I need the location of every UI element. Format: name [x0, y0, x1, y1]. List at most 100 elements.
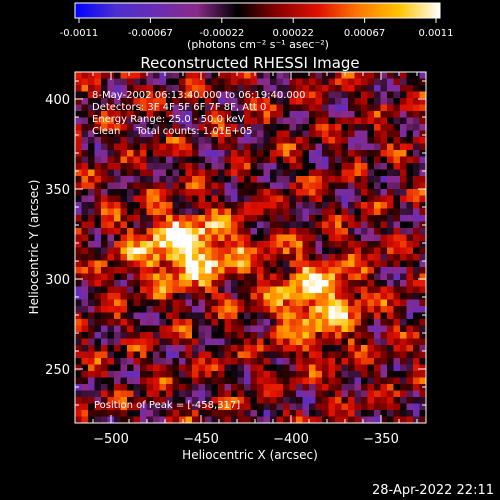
heatmap-cell: [406, 364, 414, 372]
heatmap-cell: [367, 351, 375, 359]
heatmap-cell: [179, 104, 187, 112]
heatmap-cell: [374, 397, 382, 405]
heatmap-cell: [380, 299, 388, 307]
heatmap-cell: [107, 306, 115, 314]
heatmap-cell: [302, 293, 310, 301]
heatmap-cell: [224, 364, 232, 372]
heatmap-cell: [276, 306, 284, 314]
heatmap-cell: [166, 332, 174, 340]
heatmap-cell: [348, 254, 356, 262]
heatmap-cell: [387, 260, 395, 268]
heatmap-cell: [205, 371, 213, 379]
heatmap-cell: [192, 273, 200, 281]
heatmap-cell: [166, 351, 174, 359]
heatmap-cell: [94, 332, 102, 340]
heatmap-cell: [192, 143, 200, 151]
heatmap-cell: [172, 143, 180, 151]
heatmap-cell: [419, 254, 426, 262]
heatmap-cell: [120, 182, 128, 190]
heatmap-cell: [75, 85, 83, 93]
heatmap-cell: [133, 260, 141, 268]
heatmap-cell: [270, 156, 278, 164]
heatmap-cell: [237, 195, 245, 203]
heatmap-cell: [341, 280, 349, 288]
heatmap-cell: [361, 117, 369, 125]
heatmap-cell: [270, 364, 278, 372]
heatmap-cell: [244, 377, 252, 385]
heatmap-cell: [296, 208, 304, 216]
heatmap-cell: [406, 143, 414, 151]
heatmap-cell: [315, 208, 323, 216]
heatmap-cell: [205, 306, 213, 314]
heatmap-cell: [218, 72, 226, 80]
heatmap-cell: [380, 286, 388, 294]
heatmap-cell: [309, 156, 317, 164]
heatmap-cell: [94, 143, 102, 151]
heatmap-cell: [257, 416, 265, 423]
heatmap-cell: [315, 371, 323, 379]
heatmap-cell: [289, 78, 297, 86]
heatmap-cell: [88, 254, 96, 262]
heatmap-cell: [348, 397, 356, 405]
heatmap-cell: [276, 130, 284, 138]
heatmap-cell: [400, 241, 408, 249]
heatmap-cell: [179, 163, 187, 171]
heatmap-cell: [296, 299, 304, 307]
heatmap-cell: [166, 98, 174, 106]
heatmap-cell: [107, 124, 115, 132]
heatmap-cell: [146, 384, 154, 392]
heatmap-cell: [88, 286, 96, 294]
heatmap-cell: [335, 202, 343, 210]
heatmap-cell: [94, 124, 102, 132]
heatmap-cell: [205, 397, 213, 405]
heatmap-cell: [218, 169, 226, 177]
heatmap-cell: [348, 202, 356, 210]
heatmap-cell: [380, 208, 388, 216]
heatmap-cell: [244, 254, 252, 262]
heatmap-cell: [133, 410, 141, 418]
heatmap-cell: [322, 377, 330, 385]
colorbar-tick-label: -0.00067: [128, 28, 173, 39]
heatmap-cell: [81, 280, 89, 288]
heatmap-cell: [218, 124, 226, 132]
heatmap-cell: [205, 117, 213, 125]
heatmap-cell: [192, 189, 200, 197]
heatmap-cell: [406, 312, 414, 320]
heatmap-cell: [283, 299, 291, 307]
heatmap-cell: [153, 312, 161, 320]
heatmap-cell: [198, 377, 206, 385]
heatmap-cell: [419, 189, 426, 197]
heatmap-cell: [348, 241, 356, 249]
heatmap-cell: [224, 345, 232, 353]
heatmap-cell: [263, 319, 271, 327]
heatmap-cell: [114, 293, 122, 301]
heatmap-cell: [419, 124, 426, 132]
heatmap-cell: [322, 332, 330, 340]
heatmap-cell: [127, 325, 135, 333]
heatmap-cell: [309, 182, 317, 190]
heatmap-cell: [146, 221, 154, 229]
heatmap-cell: [276, 416, 284, 423]
heatmap-cell: [120, 234, 128, 242]
heatmap-cell: [270, 208, 278, 216]
heatmap-cell: [237, 364, 245, 372]
heatmap-cell: [302, 189, 310, 197]
heatmap-cell: [224, 371, 232, 379]
heatmap-cell: [94, 325, 102, 333]
heatmap-cell: [94, 403, 102, 411]
heatmap-cell: [166, 72, 174, 80]
heatmap-cell: [237, 85, 245, 93]
heatmap-cell: [127, 403, 135, 411]
heatmap-cell: [348, 332, 356, 340]
heatmap-cell: [322, 176, 330, 184]
heatmap-cell: [172, 390, 180, 398]
heatmap-cell: [367, 371, 375, 379]
heatmap-cell: [211, 364, 219, 372]
heatmap-cell: [387, 143, 395, 151]
heatmap-cell: [289, 234, 297, 242]
heatmap-cell: [237, 228, 245, 236]
heatmap-cell: [406, 91, 414, 99]
heatmap-cell: [166, 156, 174, 164]
heatmap-cell: [270, 280, 278, 288]
heatmap-cell: [413, 410, 421, 418]
